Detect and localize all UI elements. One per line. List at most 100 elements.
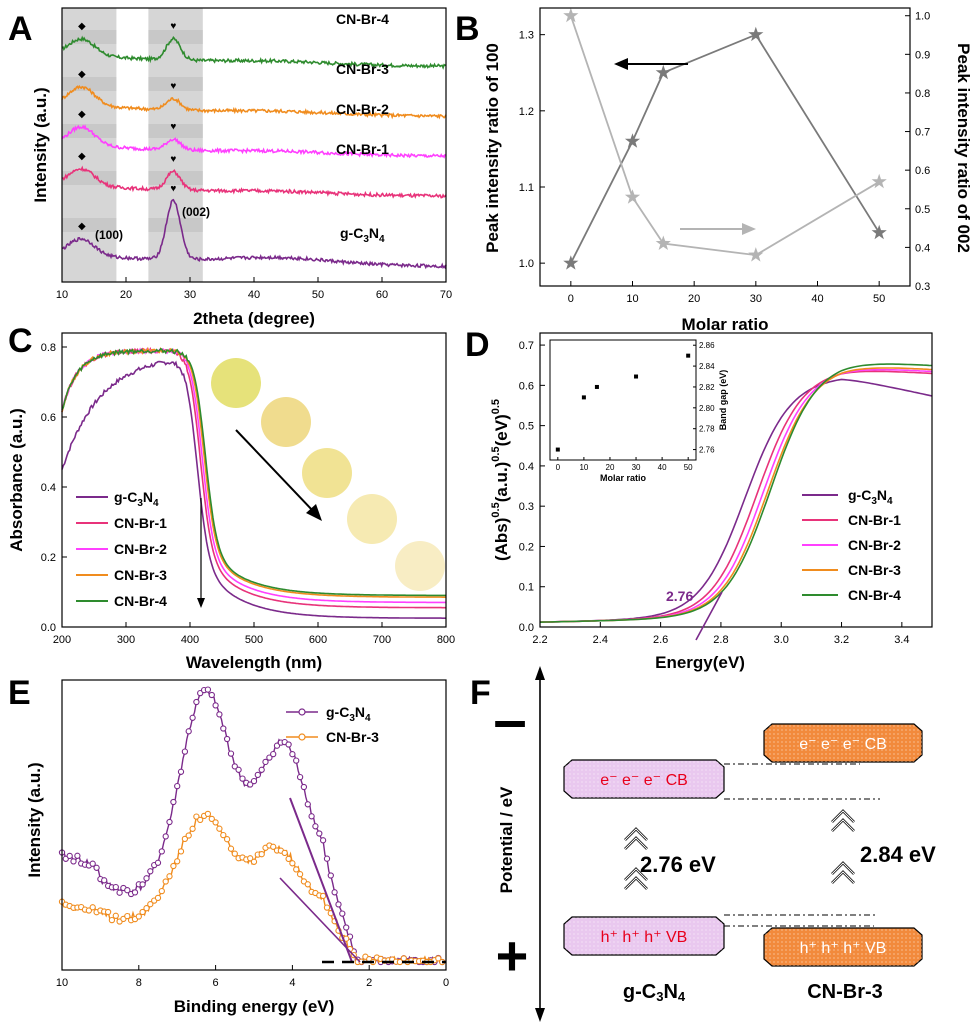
- series-label-cn-br-3: CN-Br-3: [336, 61, 389, 77]
- data-point-star: [871, 224, 887, 240]
- shade-band: [148, 30, 203, 44]
- inset-y-tick-label: 2.76: [699, 446, 715, 455]
- legend-label: CN-Br-2: [114, 541, 167, 557]
- inset-point: [634, 374, 639, 379]
- x-tick-label: 70: [440, 289, 452, 301]
- y-tick-label-right: 0.4: [915, 242, 930, 254]
- panel-e-ylabel: Intensity (a.u.): [25, 762, 44, 877]
- panel-label-f: F: [470, 674, 491, 712]
- potential-axis: [535, 666, 545, 1022]
- panel-b-frame: [539, 7, 911, 287]
- peak-marker-diamond: ◆: [78, 109, 86, 120]
- legend-label: CN-Br-3: [326, 729, 379, 745]
- inset-y-tick-label: 2.84: [699, 362, 715, 371]
- peak-label-002: (002): [182, 205, 210, 219]
- shade-band: [148, 218, 203, 232]
- panel-d-xlabel: Energy(eV): [655, 653, 745, 672]
- tangent-line-e-br3: [279, 877, 361, 963]
- panel-a-ylabel: Intensity (a.u.): [31, 87, 50, 202]
- x-tick-label: 10: [56, 289, 68, 301]
- inset-xlabel: Molar ratio: [600, 473, 647, 483]
- x-tick-label: 2.2: [532, 634, 547, 646]
- inset-x-tick-label: 40: [658, 463, 667, 472]
- y-tick-label: 0.3: [519, 501, 534, 513]
- material-label-right: CN-Br-3: [807, 981, 883, 1003]
- peak-label-100: (100): [95, 228, 123, 242]
- x-tick-label: 400: [181, 634, 199, 646]
- series-line-right: [569, 15, 880, 257]
- inset-x-tick-label: 0: [556, 463, 561, 472]
- vb-box-left: h⁺ h⁺ h⁺ VB: [563, 916, 725, 956]
- peak-marker-diamond: ◆: [78, 221, 86, 232]
- series-label-cn-br-4: CN-Br-4: [336, 11, 389, 27]
- arrow-right-axis: [680, 223, 756, 235]
- x-tick-label: 3.0: [774, 634, 789, 646]
- sample-color-swatch: [261, 397, 311, 447]
- x-tick-label: 10: [626, 293, 638, 305]
- x-tick-label: 2.8: [713, 634, 728, 646]
- x-tick-label: 40: [811, 293, 823, 305]
- data-point-star: [871, 173, 887, 189]
- x-tick-label: 30: [184, 289, 196, 301]
- x-tick-label: 200: [53, 634, 71, 646]
- peak-marker-heart: ♥: [170, 81, 176, 92]
- y-tick-label: 0.6: [519, 380, 534, 392]
- shade-band: [148, 77, 203, 91]
- panel-label-c: C: [8, 322, 33, 360]
- y-tick-label-right: 0.5: [915, 204, 930, 216]
- panel-label-b: B: [455, 10, 480, 48]
- panel-e-xlabel: Binding energy (eV): [174, 997, 335, 1016]
- legend-label: g-C3N4: [848, 487, 893, 507]
- panel-d-frame: [539, 332, 933, 628]
- vb-box-right: h⁺ h⁺ h⁺ VB: [763, 927, 923, 967]
- x-tick-label: 30: [750, 293, 762, 305]
- series-label-gcn: g-C3N4: [340, 225, 385, 245]
- shade-band: [148, 171, 203, 185]
- panel-c-xlabel: Wavelength (nm): [186, 653, 322, 672]
- y-tick-label-left: 1.3: [519, 30, 534, 42]
- data-point-star: [563, 7, 579, 23]
- x-tick-label: 500: [245, 634, 263, 646]
- y-tick-label: 0.4: [519, 461, 534, 473]
- material-label-left: g-C3N4: [623, 981, 686, 1004]
- gap-label-left: 2.76 eV: [640, 852, 716, 877]
- chevron-up-icon: [624, 827, 648, 850]
- data-point-star: [748, 26, 764, 42]
- legend-label: CN-Br-2: [848, 537, 901, 553]
- y-tick-label-left: 1.1: [519, 182, 534, 194]
- tauc-series-cn-br-4: [539, 363, 933, 623]
- legend-label: CN-Br-3: [114, 567, 167, 583]
- cb-label-right: e⁻ e⁻ e⁻ CB: [799, 736, 887, 753]
- y-tick-label-right: 0.9: [915, 49, 930, 61]
- uvvis-series-g-c3n4: [61, 360, 446, 619]
- peak-marker-diamond: ◆: [78, 21, 86, 32]
- data-point-star: [563, 255, 579, 270]
- x-tick-label: 20: [120, 289, 132, 301]
- panel-b-xlabel: Molar ratio: [682, 315, 769, 334]
- y-tick-label: 0.0: [41, 622, 56, 634]
- bandgap-annotation: 2.76: [666, 588, 693, 604]
- x-tick-label: 20: [688, 293, 700, 305]
- x-tick-label: 0: [568, 293, 574, 305]
- inset-y-tick-label: 2.78: [699, 425, 715, 434]
- inset-y-tick-label: 2.86: [699, 341, 715, 350]
- panel-d-ylabel: (Abs)0.5(a.u.)0.5(eV)0.5: [490, 399, 511, 561]
- data-point-star: [655, 235, 671, 250]
- legend-label: CN-Br-4: [848, 587, 901, 603]
- inset-point: [555, 447, 560, 452]
- arrow-left-axis: [614, 58, 688, 70]
- inset-y-tick-label: 2.82: [699, 383, 715, 392]
- y-tick-label-right: 0.7: [915, 127, 930, 139]
- cb-box-left: e⁻ e⁻ e⁻ CB: [563, 759, 725, 799]
- peak-marker-heart: ♥: [170, 122, 176, 133]
- series-label-cn-br-2: CN-Br-2: [336, 101, 389, 117]
- panel-b-ylabel-left: Peak intensity ratio of 100: [483, 43, 502, 253]
- x-tick-label: 800: [437, 634, 455, 646]
- x-tick-label: 8: [136, 977, 142, 989]
- panel-c-ylabel: Absorbance (a.u.): [7, 408, 26, 552]
- y-tick-label-right: 1.0: [915, 11, 930, 23]
- x-tick-label: 300: [117, 634, 135, 646]
- y-tick-label-right: 0.6: [915, 165, 930, 177]
- y-tick-label-right: 0.8: [915, 88, 930, 100]
- y-tick-label: 0.4: [41, 482, 56, 494]
